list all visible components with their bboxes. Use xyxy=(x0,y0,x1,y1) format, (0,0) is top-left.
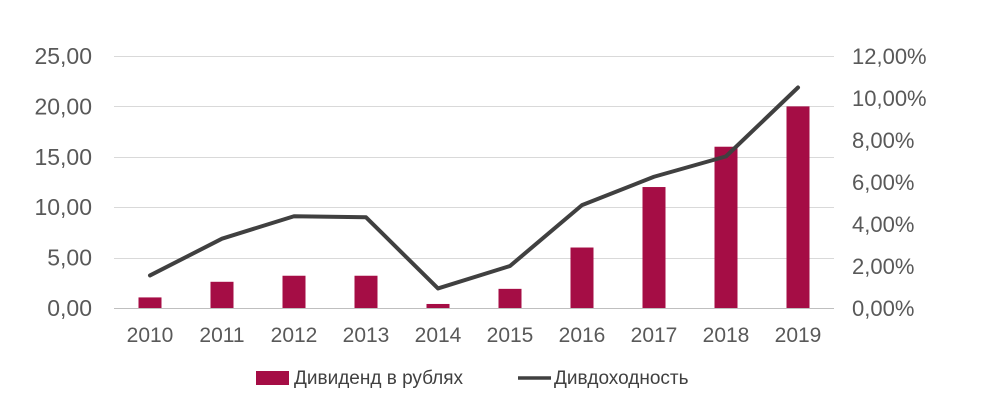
line-series xyxy=(148,85,800,291)
left-tick-label: 15,00 xyxy=(34,144,92,170)
right-tick-label: 12,00% xyxy=(852,44,927,69)
left-tick-label: 10,00 xyxy=(34,194,92,220)
bar-series xyxy=(138,106,810,309)
left-tick-label: 0,00 xyxy=(47,295,92,321)
legend-label-dividend: Дивиденд в рублях xyxy=(294,368,464,389)
x-tick-label: 2015 xyxy=(487,324,534,347)
bar-2014 xyxy=(426,303,450,308)
right-tick-label: 4,00% xyxy=(852,212,914,237)
right-tick-label: 8,00% xyxy=(852,128,914,153)
right-tick-label: 0,00% xyxy=(852,296,914,321)
x-tick-label: 2014 xyxy=(415,324,462,347)
right-tick-label: 2,00% xyxy=(852,254,914,279)
bar-2015 xyxy=(498,288,522,308)
left-axis-tick-labels: 0,00 5,00 10,00 15,00 20,00 25,00 xyxy=(34,43,92,321)
right-tick-label: 10,00% xyxy=(852,86,927,111)
bar-2013 xyxy=(354,275,378,308)
x-tick-label: 2018 xyxy=(703,324,750,347)
x-axis-tick-labels: 2010 2011 2012 2013 2014 2015 2016 2017 2018 2019 xyxy=(127,324,822,347)
bar-2012 xyxy=(282,275,306,308)
gridlines xyxy=(114,56,834,309)
x-tick-label: 2019 xyxy=(775,324,822,347)
x-tick-label: 2011 xyxy=(199,324,244,347)
x-tick-label: 2017 xyxy=(631,324,678,347)
bar-2010 xyxy=(138,297,162,308)
left-tick-label: 5,00 xyxy=(47,245,92,271)
x-tick-label: 2010 xyxy=(127,324,174,347)
bar-2016 xyxy=(570,247,594,308)
legend-label-yield: Дивдоходность xyxy=(554,368,689,389)
bar-2017 xyxy=(642,187,666,308)
legend: Дивиденд в рублях Дивдоходность xyxy=(256,368,689,389)
bar-2019 xyxy=(786,106,810,309)
legend-swatch-dividend xyxy=(256,371,289,385)
yield-line xyxy=(148,85,800,291)
x-tick-label: 2012 xyxy=(271,324,318,347)
bar-2018 xyxy=(714,146,738,308)
left-tick-label: 20,00 xyxy=(34,93,92,119)
x-tick-label: 2016 xyxy=(559,324,606,347)
right-tick-label: 6,00% xyxy=(852,170,914,195)
x-tick-label: 2013 xyxy=(343,324,390,347)
bar-2011 xyxy=(210,281,234,308)
left-tick-label: 25,00 xyxy=(34,43,92,69)
right-axis-tick-labels: 0,00% 2,00% 4,00% 6,00% 8,00% 10,00% 12,00% xyxy=(852,44,927,321)
